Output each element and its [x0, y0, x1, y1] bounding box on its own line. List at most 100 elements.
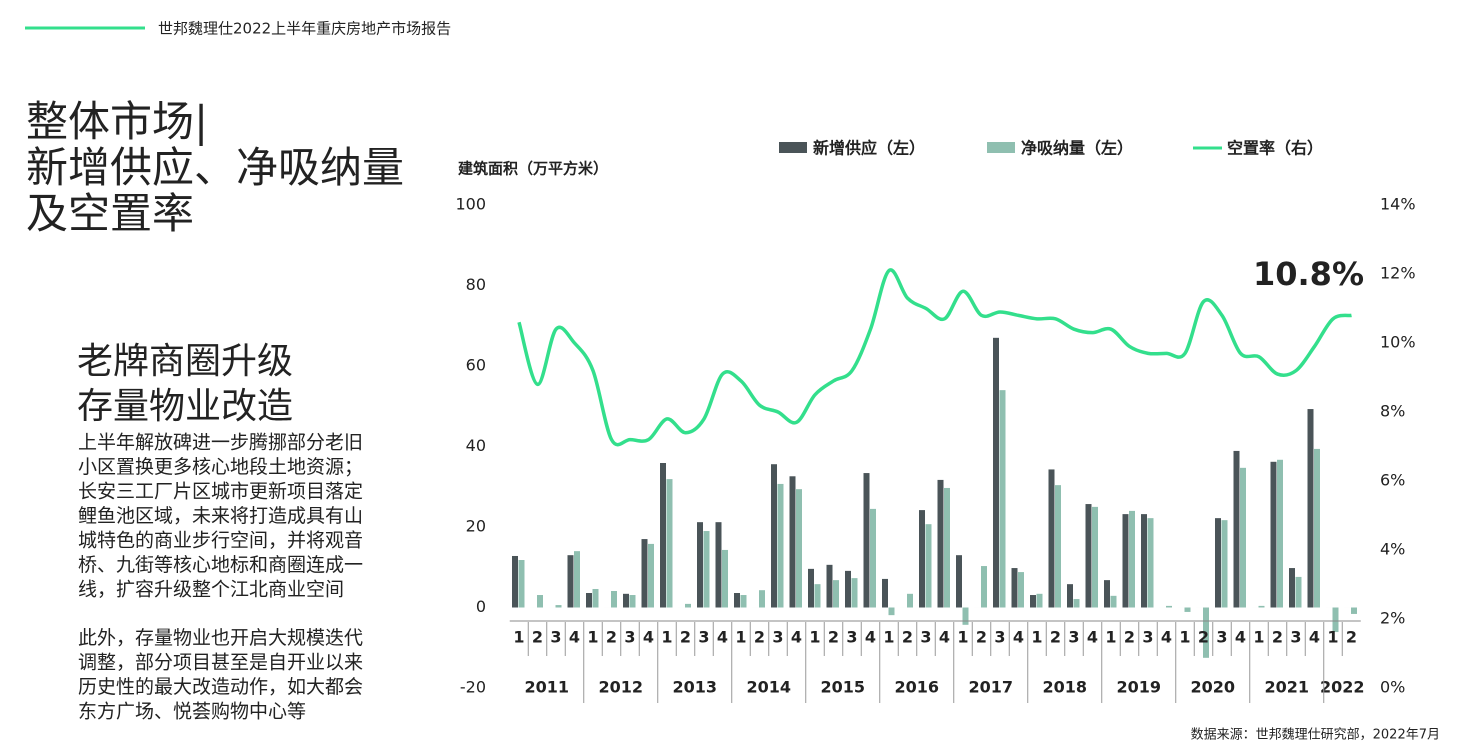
bar: [586, 593, 592, 608]
year-label: 2015: [820, 678, 865, 697]
year-label: 2020: [1190, 678, 1235, 697]
x-tick-label: 2: [680, 628, 691, 647]
y-tick-label: 40: [466, 436, 486, 455]
subheading: 存量物业改造: [77, 386, 293, 427]
y-tick-label: 100: [455, 195, 486, 214]
annotation: 10.8%: [1253, 255, 1364, 293]
body-line: 东方广场、悦荟购物中心等: [78, 701, 306, 723]
x-tick-label: 3: [1290, 628, 1301, 647]
x-tick-label: 2: [1198, 628, 1209, 647]
x-tick-label: 3: [772, 628, 783, 647]
year-label: 2011: [524, 678, 569, 697]
x-tick-label: 2: [902, 628, 913, 647]
bar: [1166, 605, 1172, 608]
x-tick-label: 2: [1124, 628, 1135, 647]
x-tick-label: 1: [513, 628, 524, 647]
bar: [826, 564, 833, 608]
bar: [981, 566, 987, 608]
x-tick-label: 3: [550, 628, 561, 647]
x-tick-label: 4: [791, 628, 802, 647]
legend-label: 净吸纳量（左）: [1021, 139, 1133, 158]
body-line: 鲤鱼池区域，未来将打造成具有山: [78, 505, 363, 527]
bar: [537, 595, 543, 608]
bar: [777, 483, 784, 608]
bar: [771, 464, 777, 608]
body-line: 桥、九街等核心地标和商圈连成一: [78, 554, 363, 576]
body-line: 历史性的最大改造动作，如大都会: [78, 676, 363, 698]
bar: [882, 578, 888, 608]
bar: [715, 522, 722, 608]
bar: [1233, 450, 1240, 608]
bar: [666, 479, 673, 608]
y-tick-label: 0: [476, 597, 486, 616]
x-tick-label: 4: [1161, 628, 1172, 647]
body-line: 调整，部分项目甚至是自开业以来: [78, 652, 363, 674]
body-line: 长安三工厂片区城市更新项目落定: [78, 481, 363, 503]
y-axis-title: 建筑面积（万平方米）: [458, 160, 608, 178]
legend-swatch: [779, 142, 807, 153]
bar: [1332, 607, 1339, 633]
x-tick-label: 1: [1327, 628, 1338, 647]
x-tick-label: 1: [1179, 628, 1190, 647]
x-tick-label: 2: [976, 628, 987, 647]
bar: [641, 539, 648, 608]
bar: [937, 479, 944, 608]
bar: [833, 580, 839, 608]
bar: [870, 508, 876, 608]
bar: [1085, 504, 1092, 608]
y2-tick-label: 14%: [1380, 195, 1416, 214]
x-tick-label: 1: [661, 628, 672, 647]
x-tick-label: 3: [1216, 628, 1227, 647]
bar: [629, 595, 636, 608]
bar: [734, 593, 740, 608]
x-tick-label: 3: [624, 628, 635, 647]
bar: [1277, 459, 1283, 608]
x-tick-label: 1: [1031, 628, 1042, 647]
heading: 及空置率: [26, 189, 194, 238]
body-line: 城特色的商业步行空间，并将观音: [78, 530, 363, 552]
bar: [1055, 485, 1061, 608]
x-tick-label: 4: [1235, 628, 1246, 647]
bar: [845, 570, 851, 608]
x-tick-label: 2: [606, 628, 617, 647]
bar: [1067, 584, 1073, 608]
y2-tick-label: 10%: [1380, 333, 1416, 352]
bar: [1048, 469, 1055, 608]
x-tick-label: 4: [569, 628, 580, 647]
x-tick-label: 3: [1142, 628, 1153, 647]
bar: [1147, 518, 1154, 608]
bar: [1221, 520, 1228, 608]
x-tick-label: 1: [883, 628, 894, 647]
bar: [907, 593, 913, 608]
bar: [1129, 510, 1135, 608]
bar: [611, 590, 617, 608]
body-line: 小区置换更多核心地段土地资源；: [78, 456, 363, 478]
heading: 新增供应、净吸纳量: [26, 143, 404, 192]
bar: [1073, 599, 1080, 608]
x-tick-label: 3: [920, 628, 931, 647]
bar: [1307, 409, 1314, 608]
y-tick-label: 80: [466, 275, 486, 294]
x-tick-label: 2: [1050, 628, 1061, 647]
bar: [993, 337, 999, 608]
x-tick-label: 2: [1272, 628, 1283, 647]
y2-tick-label: 6%: [1380, 471, 1405, 490]
bar: [697, 522, 703, 608]
y2-tick-label: 2%: [1380, 609, 1405, 628]
year-label: 2013: [672, 678, 717, 697]
subheading: 老牌商圈升级: [77, 341, 293, 382]
x-tick-label: 2: [754, 628, 765, 647]
bar: [1141, 514, 1147, 608]
year-label: 2012: [598, 678, 643, 697]
bar: [1092, 506, 1098, 608]
y-tick-label: 20: [466, 517, 486, 536]
bar: [1351, 607, 1357, 614]
bar: [814, 584, 821, 608]
bar: [925, 524, 932, 608]
y-tick-label: -20: [460, 678, 486, 697]
legend-label: 空置率（右）: [1227, 139, 1323, 158]
year-label: 2022: [1320, 678, 1365, 697]
legend-label: 新增供应（左）: [813, 139, 925, 158]
bar: [808, 568, 814, 608]
